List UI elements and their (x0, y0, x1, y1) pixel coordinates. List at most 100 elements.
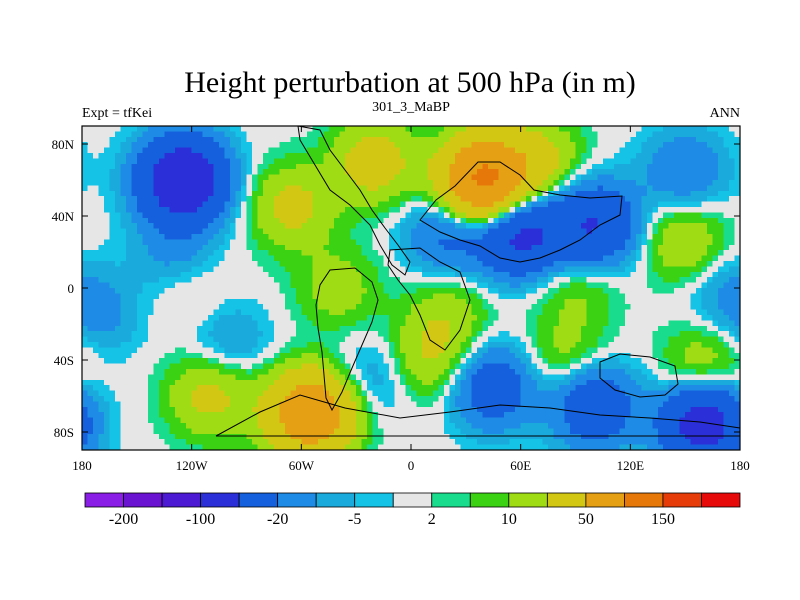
field-cell (389, 277, 396, 284)
field-cell (334, 244, 341, 251)
field-cell (553, 325, 560, 332)
field-cell (712, 223, 719, 230)
field-cell (125, 207, 132, 213)
field-cell (707, 282, 714, 289)
field-cell (515, 217, 522, 224)
field-cell (290, 342, 297, 348)
field-cell (734, 169, 740, 176)
field-cell (696, 298, 703, 305)
field-cell (213, 169, 220, 176)
field-cell (87, 163, 94, 170)
field-cell (103, 142, 111, 149)
field-cell (169, 131, 176, 138)
field-cell (515, 169, 522, 176)
field-cell (718, 207, 725, 213)
field-cell (482, 309, 489, 316)
field-cell (153, 190, 160, 197)
field-cell (186, 336, 193, 343)
field-cell (526, 201, 533, 208)
field-cell (465, 131, 472, 138)
field-cell (98, 325, 105, 332)
field-cell (317, 201, 324, 208)
field-cell (520, 142, 527, 149)
field-cell (438, 336, 445, 343)
field-cell (471, 244, 478, 251)
field-cell (186, 277, 193, 284)
field-cell (405, 239, 412, 246)
field-cell (734, 196, 740, 203)
field-cell (219, 304, 226, 311)
field-cell (372, 239, 379, 246)
field-cell (449, 163, 456, 170)
field-cell (718, 142, 725, 149)
field-cell (729, 298, 736, 305)
field-cell (125, 261, 132, 267)
field-cell (416, 126, 423, 132)
field-cell (712, 174, 719, 181)
field-cell (553, 239, 560, 246)
field-cell (613, 325, 620, 332)
field-cell (597, 207, 604, 213)
field-cell (317, 196, 324, 203)
field-cell (339, 320, 346, 327)
field-cell (476, 266, 483, 273)
field-cell (241, 153, 248, 159)
field-cell (443, 196, 450, 203)
field-cell (125, 309, 132, 316)
field-cell (646, 304, 653, 311)
field-cell (460, 185, 467, 192)
field-cell (372, 298, 379, 305)
field-cell (729, 201, 736, 208)
field-cell (460, 331, 467, 338)
field-cell (531, 126, 538, 132)
field-cell (465, 234, 472, 240)
field-cell (460, 255, 467, 262)
field-cell (734, 136, 740, 143)
field-cell (153, 347, 160, 354)
field-cell (515, 180, 522, 186)
field-cell (350, 239, 357, 246)
field-cell (482, 261, 489, 267)
field-cell (652, 255, 659, 262)
field-cell (246, 244, 253, 251)
field-cell (334, 158, 341, 165)
field-cell (208, 244, 215, 251)
field-cell (520, 212, 527, 219)
field-cell (537, 217, 544, 224)
field-cell (712, 244, 719, 251)
field-cell (619, 250, 626, 257)
field-cell (630, 223, 637, 230)
field-cell (520, 336, 527, 343)
field-cell (641, 153, 648, 159)
field-cell (482, 153, 489, 159)
field-cell (734, 142, 740, 149)
field-cell (109, 147, 116, 154)
field-cell (542, 153, 549, 159)
field-cell (701, 288, 708, 294)
field-cell (136, 142, 143, 149)
field-cell (482, 266, 489, 273)
field-cell (367, 136, 374, 143)
field-cell (241, 180, 248, 186)
field-cell (630, 331, 637, 338)
field-cell (608, 212, 615, 219)
field-cell (542, 325, 549, 332)
field-cell (383, 261, 390, 267)
field-cell (92, 271, 100, 278)
field-cell (460, 190, 467, 197)
field-cell (443, 250, 450, 257)
field-cell (427, 239, 434, 246)
field-cell (635, 201, 642, 208)
field-cell (712, 325, 719, 332)
field-cell (350, 212, 357, 219)
field-cell (542, 304, 549, 311)
field-cell (202, 126, 209, 132)
field-cell (169, 325, 176, 332)
field-cell (564, 282, 571, 289)
field-cell (668, 315, 675, 321)
field-cell (454, 153, 461, 159)
field-cell (339, 169, 346, 176)
field-cell (635, 212, 642, 219)
field-cell (570, 169, 577, 176)
field-cell (493, 174, 500, 181)
